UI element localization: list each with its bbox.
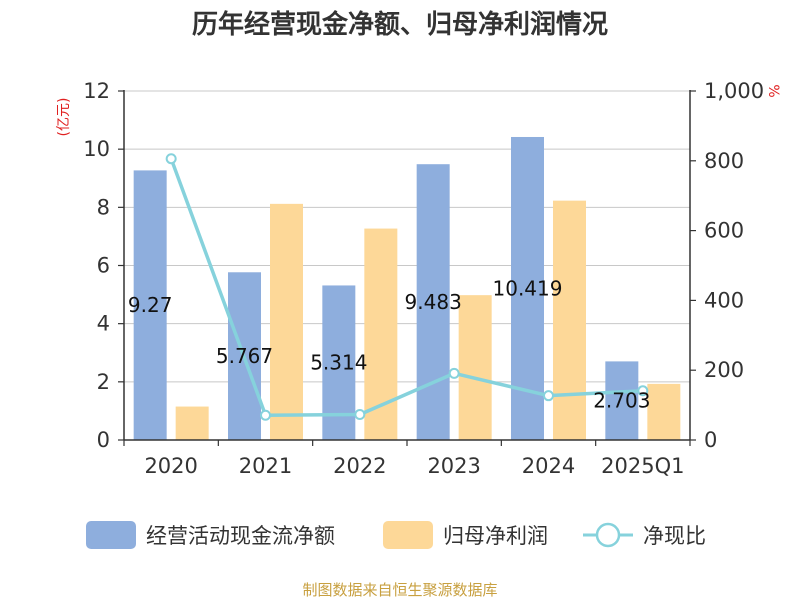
net-profit-bar <box>647 383 681 440</box>
right-tick-label: 1,000 <box>704 79 764 103</box>
left-tick-label: 4 <box>97 312 110 336</box>
net-profit-bar <box>364 228 398 440</box>
net-profit-bar <box>175 406 209 440</box>
legend-swatch <box>86 521 136 549</box>
grid <box>124 90 690 383</box>
legend-item[interactable]: 经营活动现金流净额 <box>86 521 335 549</box>
x-tick-label: 2020 <box>144 454 197 478</box>
data-label: 9.483 <box>405 290 462 314</box>
x-tick-label: 2021 <box>239 454 292 478</box>
right-axis-unit: % <box>765 84 781 97</box>
left-tick-label: 0 <box>97 428 110 452</box>
ratio-point <box>260 409 271 421</box>
net-profit-bar <box>270 203 303 440</box>
chart-title: 历年经营现金净额、归母净利润情况 <box>192 9 608 40</box>
right-tick-label: 600 <box>704 219 744 243</box>
data-label: 5.314 <box>310 351 367 375</box>
right-tick-label: 200 <box>704 358 744 382</box>
data-label: 2.703 <box>593 389 650 413</box>
right-tick-label: 400 <box>704 288 744 312</box>
left-tick-label: 10 <box>83 137 110 161</box>
ratio-line-path <box>169 158 643 417</box>
right-tick-label: 800 <box>704 149 744 173</box>
cashflow-bar <box>133 170 167 440</box>
right-tick-label: 0 <box>704 428 717 452</box>
x-tick-label: 2023 <box>427 454 480 478</box>
ratio-point <box>354 409 366 421</box>
legend-label: 净现比 <box>643 524 706 548</box>
left-tick-label: 8 <box>97 195 110 219</box>
source-note: 制图数据来自恒生聚源数据库 <box>302 581 497 599</box>
x-tick-label: 2024 <box>522 454 575 478</box>
data-label: 10.419 <box>493 276 563 300</box>
left-tick-label: 6 <box>97 254 110 278</box>
net-profit-bar <box>458 295 492 440</box>
left-tick-label: 2 <box>97 370 110 394</box>
left-axis-unit: (亿元) <box>56 98 72 137</box>
legend-label: 经营活动现金流净额 <box>146 524 335 548</box>
ratio-point <box>543 390 554 402</box>
ratio-point <box>637 385 649 397</box>
axes: 0 2 4 6 8 10 12 0 200 400 600 800 1,000 2020 2021 2022 2… <box>83 79 764 478</box>
net-profit-bar <box>553 200 586 440</box>
data-label: 9.27 <box>128 293 173 317</box>
data-label: 5.767 <box>216 344 273 368</box>
ratio-point <box>165 153 177 165</box>
legend-marker <box>595 522 621 548</box>
legend-item[interactable]: 净现比 <box>583 522 706 548</box>
x-tick-label: 2025Q1 <box>601 454 684 478</box>
cashflow-bar <box>416 164 450 440</box>
x-tick-label: 2022 <box>333 454 386 478</box>
legend-label: 归母净利润 <box>443 524 548 548</box>
legend[interactable]: 经营活动现金流净额 归母净利润 净现比 <box>86 521 706 549</box>
legend-swatch <box>383 521 433 549</box>
legend-item[interactable]: 归母净利润 <box>383 521 548 549</box>
cashflow-bar <box>605 361 639 440</box>
ratio-point <box>448 367 460 379</box>
left-tick-label: 12 <box>83 79 110 103</box>
ratio-line <box>165 153 649 421</box>
data-labels: 9.27 5.767 5.314 9.483 10.419 2.703 <box>128 276 651 412</box>
